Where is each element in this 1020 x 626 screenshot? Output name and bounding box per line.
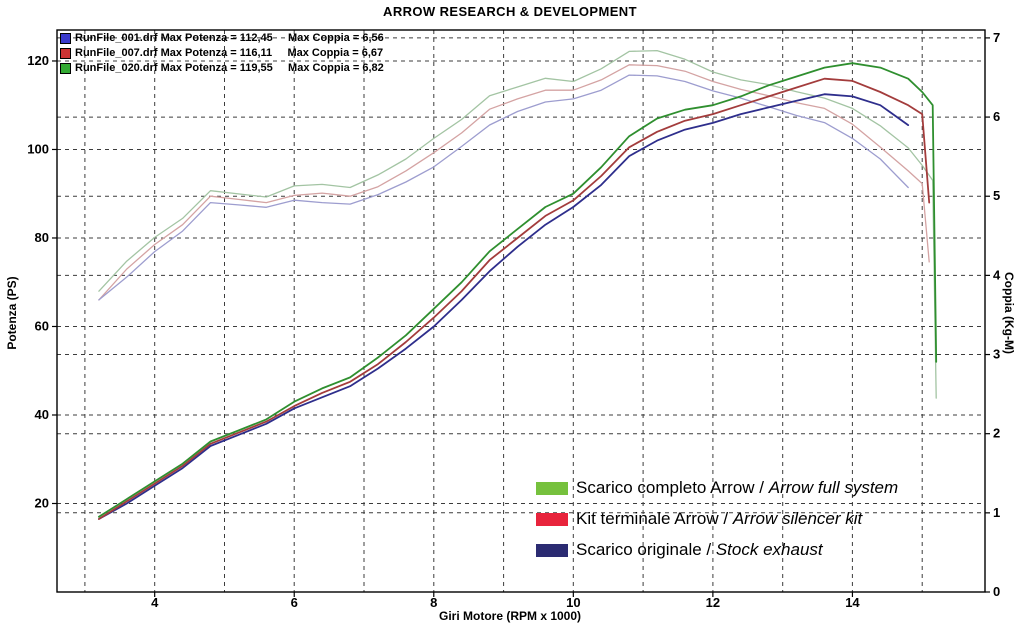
curve-coppia-runfile-007-arrow-silencer-kit: [98, 64, 930, 301]
y-right-tick-label: 4: [993, 267, 1001, 282]
y-right-tick-label: 7: [993, 30, 1000, 45]
exhaust-legend-text: Scarico originale / Stock exhaust: [576, 540, 823, 560]
legend-run-row: RunFile_007.drf Max Potenza = 116,11 Max…: [60, 46, 384, 60]
y-right-tick-label: 3: [993, 347, 1000, 362]
curve-potenza-runfile-020-arrow-full-system: [98, 62, 938, 518]
y-left-tick-label: 120: [27, 53, 49, 68]
run-color-swatch: [60, 62, 71, 74]
y-left-tick-label: 60: [35, 318, 49, 333]
y-right-tick-label: 6: [993, 109, 1000, 124]
run-legend-text: RunFile_001.drf Max Potenza = 112,45 Max…: [75, 32, 384, 44]
exhaust-label-english: Stock exhaust: [715, 540, 823, 559]
page-title: ARROW RESEARCH & DEVELOPMENT: [383, 4, 637, 19]
exhaust-legend-text: Scarico completo Arrow / Arrow full syst…: [576, 478, 898, 498]
left-axis-label: Potenza (PS): [5, 276, 19, 350]
exhaust-label: Scarico originale /: [576, 540, 716, 559]
y-left-tick-label: 100: [27, 141, 49, 156]
legend-exhaust-row: Kit terminale Arrow / Arrow silencer kit: [536, 507, 898, 531]
y-left-tick-label: 40: [35, 407, 49, 422]
right-axis-label: Coppia (Kg-M): [1002, 272, 1016, 354]
legend-exhaust-row: Scarico originale / Stock exhaust: [536, 538, 898, 562]
y-left-tick-label: 80: [35, 230, 49, 245]
x-tick-label: 10: [566, 595, 580, 610]
y-right-tick-label: 5: [993, 188, 1000, 203]
exhaust-color-swatch: [536, 543, 568, 557]
runs-legend: RunFile_001.drf Max Potenza = 112,45 Max…: [60, 31, 384, 76]
run-color-swatch: [60, 32, 71, 44]
y-right-tick-label: 1: [993, 505, 1000, 520]
y-right-tick-label: 2: [993, 426, 1000, 441]
curve-coppia-runfile-020-arrow-full-system: [98, 49, 937, 399]
y-left-tick-label: 20: [35, 495, 49, 510]
exhaust-label: Kit terminale Arrow /: [576, 509, 733, 528]
exhaust-color-swatch: [536, 512, 568, 526]
curve-potenza-runfile-007-arrow-silencer-kit: [98, 77, 931, 520]
x-tick-label: 8: [430, 595, 437, 610]
y-right-tick-label: 0: [993, 584, 1000, 599]
x-tick-label: 12: [706, 595, 720, 610]
x-tick-label: 4: [151, 595, 159, 610]
legend-run-row: RunFile_001.drf Max Potenza = 112,45 Max…: [60, 31, 384, 45]
run-color-swatch: [60, 47, 71, 59]
run-legend-text: RunFile_007.drf Max Potenza = 116,11 Max…: [75, 47, 384, 59]
x-tick-label: 6: [291, 595, 298, 610]
curve-coppia-runfile-001-stock-exhaust: [98, 74, 909, 301]
exhaust-legend-text: Kit terminale Arrow / Arrow silencer kit: [576, 509, 862, 529]
legend-run-row: RunFile_020.drf Max Potenza = 119,55 Max…: [60, 61, 384, 75]
plot-frame: [56, 29, 986, 593]
exhaust-label: Scarico completo Arrow /: [576, 478, 769, 497]
x-tick-label: 14: [845, 595, 860, 610]
exhaust-color-swatch: [536, 481, 568, 495]
legend-exhaust-row: Scarico completo Arrow / Arrow full syst…: [536, 476, 898, 500]
curve-potenza-runfile-001-stock-exhaust: [98, 93, 910, 520]
run-legend-text: RunFile_020.drf Max Potenza = 119,55 Max…: [75, 62, 384, 74]
exhaust-legend: Scarico completo Arrow / Arrow full syst…: [536, 476, 898, 569]
exhaust-label-english: Arrow full system: [768, 478, 899, 497]
x-axis-label: Giri Motore (RPM x 1000): [438, 609, 582, 623]
exhaust-label-english: Arrow silencer kit: [732, 509, 863, 528]
